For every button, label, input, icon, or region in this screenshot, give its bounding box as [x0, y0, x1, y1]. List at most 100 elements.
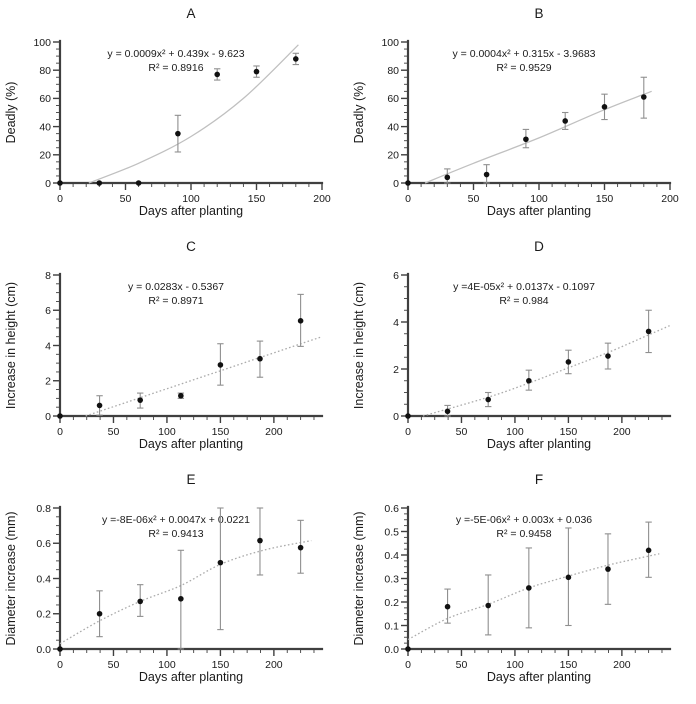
x-tick-label: 150 — [560, 426, 578, 438]
panel-E: E Diameter increase (mm) Days after planti… — [0, 466, 348, 699]
equation-label: y =4E-05x² + 0.0137x - 0.1097 — [453, 281, 595, 293]
y-axis-label: Diameter increase (mm) — [352, 511, 366, 645]
x-tick-label: 100 — [530, 193, 548, 205]
y-tick-label: 20 — [387, 150, 399, 162]
x-tick-label: 150 — [248, 193, 266, 205]
r-squared-label: R² = 0.8916 — [148, 62, 203, 74]
data-point — [405, 413, 411, 419]
data-point — [96, 402, 103, 409]
panel-A: A Deadly (%) Days after planting 0 50 100 150 2… — [0, 0, 348, 233]
data-point — [483, 171, 490, 178]
data-point — [135, 180, 142, 186]
x-tick-label: 50 — [120, 193, 132, 205]
x-tick-label: 50 — [456, 426, 468, 438]
y-tick-label: 0.5 — [384, 526, 399, 538]
data-point — [137, 397, 144, 403]
y-tick-label: 0.4 — [384, 550, 399, 562]
x-tick-label: 200 — [613, 659, 631, 671]
data-point — [96, 180, 103, 186]
data-point — [57, 180, 63, 186]
x-tick-label: 150 — [560, 659, 578, 671]
ticks — [53, 41, 323, 190]
ticks — [53, 507, 315, 656]
x-axis-label: Days after planting — [487, 437, 591, 451]
ticks — [401, 41, 671, 190]
trend-line — [85, 336, 323, 417]
y-tick-label: 40 — [387, 121, 399, 133]
data-point — [253, 68, 260, 75]
chart-C: C Increase in height (cm) Days after plant… — [4, 239, 324, 451]
data-point — [444, 408, 451, 415]
y-tick-label: 100 — [381, 37, 399, 49]
x-axis-label: Days after planting — [487, 670, 591, 684]
x-axis-label: Days after planting — [139, 670, 243, 684]
data-point — [178, 595, 184, 602]
data-point — [405, 646, 411, 652]
panel-C: C Increase in height (cm) Days after plant… — [0, 233, 348, 466]
panel-title: E — [186, 472, 195, 487]
x-tick-label: 100 — [182, 193, 200, 205]
y-tick-label: 6 — [393, 270, 399, 282]
data-point — [217, 362, 224, 368]
r-squared-label: R² = 0.8971 — [148, 295, 203, 307]
data-point — [641, 94, 647, 100]
y-tick-label: 40 — [39, 121, 51, 133]
y-tick-label: 0.0 — [384, 644, 399, 656]
data-point — [297, 544, 304, 551]
y-tick-label: 60 — [387, 93, 399, 105]
x-tick-label: 0 — [57, 659, 63, 671]
equation-label: y = 0.0009x² + 0.439x - 9.623 — [107, 48, 244, 60]
data-point — [96, 610, 103, 617]
data-point — [485, 396, 492, 403]
x-tick-label: 50 — [456, 659, 468, 671]
data-point — [645, 328, 652, 335]
y-tick-label: 100 — [33, 37, 51, 49]
y-tick-label: 0.2 — [384, 597, 399, 609]
data-point — [485, 602, 492, 609]
data-point — [137, 598, 144, 605]
x-tick-label: 0 — [405, 193, 411, 205]
data-point — [601, 104, 608, 110]
x-tick-label: 200 — [613, 426, 631, 438]
data-point — [645, 547, 652, 554]
x-tick-label: 100 — [158, 426, 176, 438]
x-tick-label: 200 — [265, 659, 283, 671]
data-point — [178, 392, 184, 399]
data-point — [605, 353, 611, 359]
trend-line — [88, 44, 299, 184]
x-tick-label: 150 — [212, 426, 230, 438]
x-tick-label: 50 — [108, 426, 120, 438]
y-tick-label: 2 — [393, 364, 399, 376]
y-tick-label: 0.3 — [384, 573, 399, 585]
data-point — [293, 56, 299, 62]
data-point — [565, 574, 572, 581]
trend-line — [424, 90, 652, 184]
r-squared-label: R² = 0.984 — [499, 295, 548, 307]
r-squared-label: R² = 0.9413 — [148, 528, 203, 540]
ticks — [53, 274, 315, 423]
panel-F: F Diameter increase (mm) Days after planti… — [348, 466, 696, 699]
x-axis-label: Days after planting — [139, 437, 243, 451]
x-tick-label: 50 — [108, 659, 120, 671]
y-tick-label: 0 — [45, 411, 51, 423]
equation-label: y =-5E-06x² + 0.003x + 0.036 — [456, 514, 592, 526]
r-squared-label: R² = 0.9458 — [496, 528, 551, 540]
x-tick-label: 50 — [468, 193, 480, 205]
r-squared-label: R² = 0.9529 — [496, 62, 551, 74]
chart-A: A Deadly (%) Days after planting 0 50 100 150 2… — [4, 6, 331, 218]
data-point — [526, 585, 532, 591]
trend-line — [407, 553, 660, 641]
x-tick-label: 100 — [506, 659, 524, 671]
x-tick-label: 150 — [596, 193, 614, 205]
y-tick-label: 4 — [45, 340, 51, 352]
chart-B: B Deadly (%) Days after planting 0 50 100 150 2… — [352, 6, 679, 218]
x-axis-label: Days after planting — [139, 204, 243, 218]
y-tick-label: 0 — [45, 178, 51, 190]
data-point — [605, 566, 611, 572]
data-point — [214, 71, 220, 78]
panel-B: B Deadly (%) Days after planting 0 50 100 150 2… — [348, 0, 696, 233]
equation-label: y =-8E-06x² + 0.0047x + 0.0221 — [102, 514, 250, 526]
y-tick-label: 6 — [45, 305, 51, 317]
y-tick-label: 0.6 — [36, 538, 51, 550]
